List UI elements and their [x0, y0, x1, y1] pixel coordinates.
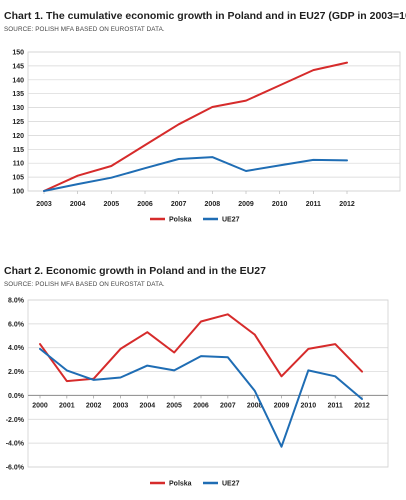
chart-2-legend-label: UE27	[222, 481, 240, 488]
chart-2-plot-area	[27, 299, 389, 468]
chart-2-plot: 8.0% 6.0% 4.0% 2.0% 0.0% -2.0% -4.0% -6.0% 2000 2…	[6, 298, 389, 488]
chart-1-y-tick-label: 110	[13, 161, 24, 168]
chart-2-x-tick-label: 2008	[247, 402, 263, 409]
chart-1-legend-label: Polska	[169, 217, 192, 224]
chart-1-x-tick-label: 2004	[70, 201, 86, 208]
chart-1-x-tick-label: 2012	[339, 201, 355, 208]
chart-1-y-tick-label: 120	[12, 133, 24, 140]
chart-1-series-line-ue27	[43, 156, 348, 192]
chart-2-y-tick-label: 4.0%	[8, 345, 25, 352]
chart-1-x-tick-label: 2011	[306, 201, 321, 208]
chart-1-y-tick-label: 100	[12, 189, 24, 196]
chart-1-x-tick-label: 2008	[205, 201, 221, 208]
chart-1-y-tick-label: 105	[12, 175, 24, 182]
chart-2: Chart 2. Economic growth in Poland and i…	[0, 255, 406, 500]
chart-1-x-tick-label: 2003	[36, 201, 52, 208]
chart-2-x-tick-label: 2005	[166, 402, 182, 409]
chart-2-y-tick-label: 6.0%	[8, 321, 25, 328]
chart-2-x-tick-label: 2011	[328, 402, 343, 409]
chart-2-source: SOURCE: POLISH MFA BASED ON EUROSTAT DAT…	[4, 281, 165, 288]
chart-1-y-tick-label: 125	[12, 119, 24, 126]
chart-2-y-tick-label: 8.0%	[8, 298, 25, 305]
chart-1-y-tick-label: 135	[12, 91, 24, 98]
chart-2-x-tick-label: 2003	[113, 402, 129, 409]
chart-2-x-tick-label: 2000	[32, 402, 48, 409]
chart-2-legend-label: Polska	[169, 481, 192, 488]
chart-1-y-tick-label: 145	[12, 63, 24, 70]
chart-2-x-tick-label: 2007	[220, 402, 236, 409]
chart-2-y-tick-label: -6.0%	[6, 465, 25, 472]
chart-2-x-tick-label: 2010	[301, 402, 317, 409]
chart-2-series-line-ue27	[39, 347, 363, 448]
chart-2-series-line-polska	[39, 313, 363, 383]
chart-2-x-tick-label: 2002	[86, 402, 102, 409]
chart-1-y-tick-label: 115	[13, 147, 24, 154]
chart-1-x-tick-label: 2010	[272, 201, 288, 208]
chart-1-source: SOURCE: POLISH MFA BASED ON EUROSTAT DAT…	[4, 26, 165, 33]
chart-1-legend-label: UE27	[222, 217, 240, 224]
chart-1-y-tick-label: 140	[12, 77, 24, 84]
chart-1-y-tick-label: 130	[12, 105, 24, 112]
chart-2-x-tick-label: 2004	[140, 402, 156, 409]
chart-2-x-tick-label: 2009	[274, 402, 290, 409]
chart-1-y-tick-label: 150	[12, 50, 24, 57]
chart-1-x-tick-label: 2007	[171, 201, 187, 208]
chart-2-x-tick-label: 2012	[354, 402, 370, 409]
chart-1: Chart 1. The cumulative economic growth …	[0, 0, 406, 240]
chart-2-title: Chart 2. Economic growth in Poland and i…	[4, 265, 266, 277]
chart-1-plot: 100 105 110 115 120 125 130 135 140 145 150 2003 200…	[12, 50, 401, 224]
chart-2-x-tick-label: 2006	[193, 402, 209, 409]
chart-2-y-tick-label: 0.0%	[8, 393, 25, 400]
chart-1-x-tick-label: 2006	[137, 201, 153, 208]
chart-1-series-line-polska	[43, 61, 348, 192]
chart-2-x-tick-label: 2001	[59, 402, 75, 409]
chart-1-x-tick-label: 2005	[104, 201, 120, 208]
chart-2-y-tick-label: 2.0%	[8, 369, 25, 376]
chart-1-x-tick-label: 2009	[238, 201, 254, 208]
chart-2-y-tick-label: -2.0%	[6, 417, 25, 424]
chart-1-title: Chart 1. The cumulative economic growth …	[4, 10, 406, 22]
chart-2-y-tick-label: -4.0%	[6, 441, 25, 448]
